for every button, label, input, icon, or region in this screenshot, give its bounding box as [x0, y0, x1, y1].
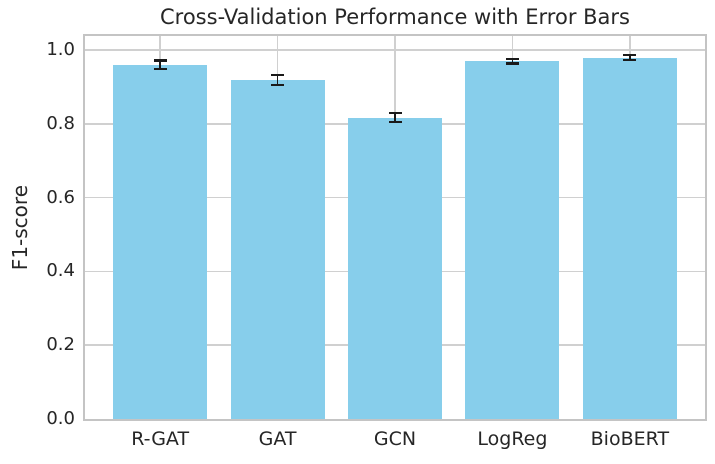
error-bar — [153, 59, 167, 71]
error-bar-line — [511, 58, 514, 64]
chart-title: Cross-Validation Performance with Error … — [160, 5, 630, 29]
y-tick-label: 0.4 — [46, 260, 75, 282]
error-bar-line — [628, 55, 631, 61]
x-axis-tick-labels: R-GAT GAT GCN LogReg BioBERT — [85, 428, 705, 454]
y-axis-tick-labels: 0.0 0.2 0.4 0.6 0.8 1.0 — [0, 36, 75, 429]
bar — [465, 61, 560, 419]
x-tick-label: GCN — [373, 428, 417, 450]
y-tick-label: 0.0 — [46, 408, 75, 429]
error-bar-cap-bottom — [271, 83, 285, 87]
error-bar — [623, 54, 637, 62]
error-bar — [271, 73, 285, 87]
x-tick-label: LogReg — [477, 428, 548, 450]
x-tick-label: R-GAT — [131, 428, 190, 450]
error-bar-cap-top — [271, 73, 285, 76]
y-tick-label: 0.2 — [46, 334, 75, 356]
y-tick-label: 0.6 — [46, 186, 75, 208]
error-bar-cap-bottom — [388, 120, 402, 123]
bar — [348, 117, 442, 419]
y-tick-label: 0.8 — [46, 112, 75, 134]
error-bar-line — [394, 113, 396, 122]
error-bar-cap-top — [623, 54, 637, 57]
error-bar-line — [276, 74, 279, 86]
error-bar-line — [159, 60, 162, 70]
x-tick-label: BioBERT — [590, 428, 670, 450]
error-bar-cap-top — [388, 112, 402, 115]
error-bar — [388, 112, 402, 123]
plot-area — [85, 36, 705, 419]
y-tick-label: 1.0 — [46, 39, 75, 61]
x-tick-label: GAT — [258, 428, 297, 450]
error-bar-cap-bottom — [153, 68, 167, 71]
error-bar-cap-bottom — [623, 59, 637, 62]
bar — [113, 64, 208, 419]
error-bar — [505, 57, 519, 65]
error-bar-cap-top — [153, 59, 167, 62]
bar — [230, 79, 325, 419]
error-bar-cap-bottom — [505, 62, 519, 65]
bar — [582, 57, 677, 419]
error-bar-cap-top — [505, 57, 519, 60]
